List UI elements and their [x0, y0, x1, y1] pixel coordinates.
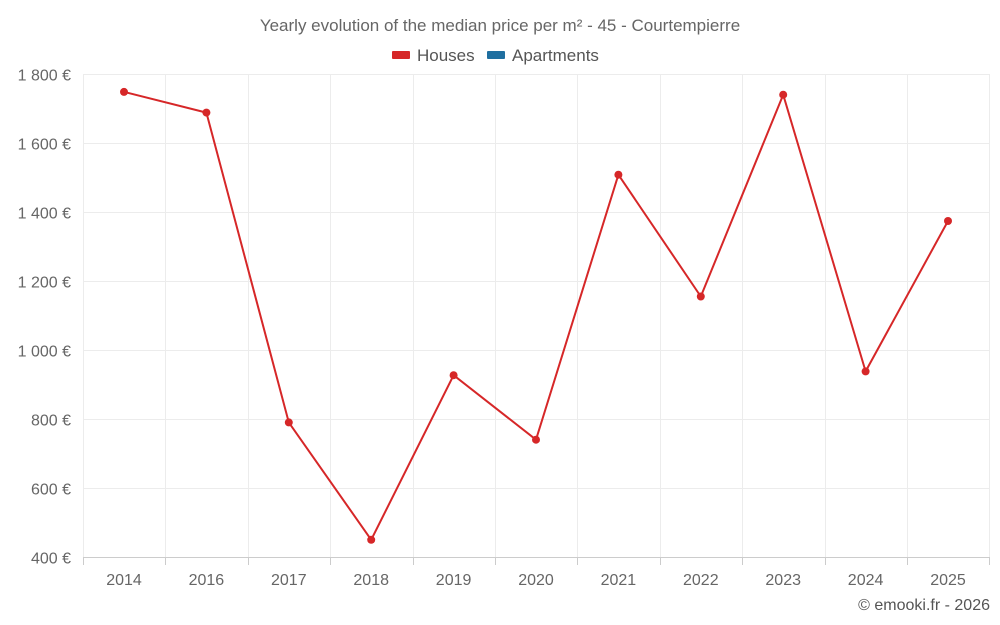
y-tick-label: 1 400 € [18, 206, 71, 223]
x-gridlines [83, 74, 990, 565]
x-axis-labels: 2014 2016 2017 2018 2019 2020 2021 2022 2023 2024… [106, 572, 966, 589]
data-point-houses[interactable] [284, 418, 293, 427]
x-tick-label: 2019 [436, 572, 472, 589]
data-point-houses[interactable] [614, 170, 623, 179]
legend: Houses Apartments [392, 46, 599, 65]
y-tick-label: 400 € [31, 551, 71, 568]
x-tick-label: 2024 [848, 572, 884, 589]
x-tick-label: 2023 [765, 572, 801, 589]
legend-item-apartments[interactable]: Apartments [487, 46, 599, 65]
data-point-houses[interactable] [861, 367, 870, 376]
series-layer [120, 87, 952, 544]
data-point-houses[interactable] [779, 90, 788, 99]
legend-label-apartments: Apartments [512, 46, 599, 65]
data-point-houses[interactable] [944, 217, 952, 225]
series-line-houses [123, 90, 949, 541]
legend-swatch-apartments [487, 51, 505, 59]
legend-swatch-houses [392, 51, 410, 59]
legend-label-houses: Houses [417, 46, 475, 65]
x-tick-label: 2017 [271, 572, 307, 589]
x-tick-label: 2021 [601, 572, 637, 589]
y-tick-label: 1 600 € [18, 137, 71, 154]
x-tick-label: 2020 [518, 572, 554, 589]
chart-title: Yearly evolution of the median price per… [260, 16, 740, 35]
x-tick-label: 2016 [189, 572, 225, 589]
data-point-houses[interactable] [449, 371, 458, 380]
y-tick-label: 1 200 € [18, 275, 71, 292]
x-tick-label: 2018 [353, 572, 389, 589]
y-tick-label: 600 € [31, 482, 71, 499]
x-tick-label: 2025 [930, 572, 966, 589]
data-point-houses[interactable] [367, 535, 376, 544]
y-tick-label: 800 € [31, 413, 71, 430]
y-axis-labels: 400 € 600 € 800 € 1 000 € 1 200 € 1 400 € 1 60… [18, 68, 71, 568]
x-tick-label: 2014 [106, 572, 142, 589]
data-point-houses[interactable] [202, 108, 211, 117]
y-tick-label: 1 000 € [18, 344, 71, 361]
legend-item-houses[interactable]: Houses [392, 46, 475, 65]
x-tick-label: 2022 [683, 572, 719, 589]
y-gridlines [83, 74, 990, 489]
data-point-houses[interactable] [532, 435, 540, 444]
credit-text: © emooki.fr - 2026 [858, 597, 990, 614]
data-point-houses[interactable] [120, 87, 128, 96]
data-point-houses[interactable] [696, 292, 705, 301]
y-tick-label: 1 800 € [18, 68, 71, 85]
